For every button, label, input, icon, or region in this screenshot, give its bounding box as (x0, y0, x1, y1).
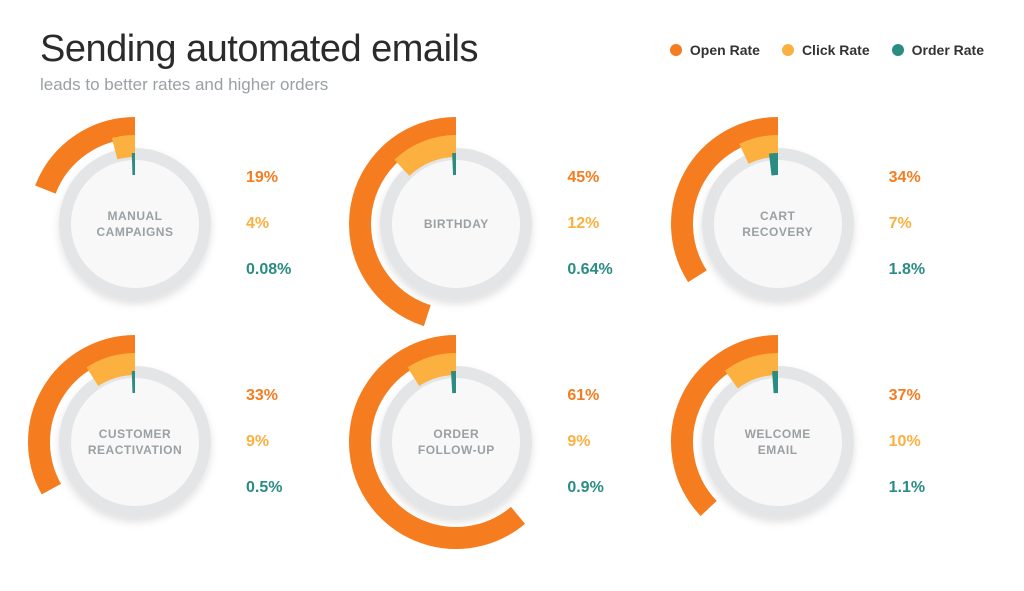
legend-label-order-rate: Order Rate (912, 42, 984, 58)
stat-list: 45% 12% 0.64% (567, 169, 612, 279)
stat-value: 9% (567, 433, 603, 451)
legend: Open Rate Click Rate Order Rate (670, 42, 984, 58)
legend-swatch-click-rate (782, 44, 794, 56)
dial-label: BIRTHDAY (361, 129, 551, 319)
stat-value: 7% (889, 215, 925, 233)
dial: BIRTHDAY (361, 129, 551, 319)
dial: WELCOME EMAIL (683, 347, 873, 537)
title-block: Sending automated emails leads to better… (40, 28, 478, 95)
chart-grid: MANUAL CAMPAIGNS 19% 4% 0.08% BIRTHDAY 45% 12%… (40, 129, 984, 537)
legend-swatch-order-rate (892, 44, 904, 56)
dial-label: MANUAL CAMPAIGNS (40, 129, 230, 319)
chart-panel: WELCOME EMAIL 37% 10% 1.1% (683, 347, 984, 537)
page-subtitle: leads to better rates and higher orders (40, 75, 478, 95)
stat-list: 19% 4% 0.08% (246, 169, 291, 279)
dial-label: ORDER FOLLOW-UP (361, 347, 551, 537)
dial-label: CUSTOMER REACTIVATION (40, 347, 230, 537)
page-title: Sending automated emails (40, 28, 478, 71)
stat-value: 1.8% (889, 261, 925, 279)
stat-value: 34% (889, 169, 925, 187)
stat-value: 12% (567, 215, 612, 233)
stat-value: 45% (567, 169, 612, 187)
stat-value: 0.64% (567, 261, 612, 279)
stat-list: 33% 9% 0.5% (246, 387, 282, 497)
legend-item-click-rate: Click Rate (782, 42, 870, 58)
infographic-root: Sending automated emails leads to better… (0, 0, 1024, 591)
stat-value: 19% (246, 169, 291, 187)
stat-value: 1.1% (889, 479, 925, 497)
stat-list: 61% 9% 0.9% (567, 387, 603, 497)
chart-panel: ORDER FOLLOW-UP 61% 9% 0.9% (361, 347, 662, 537)
header: Sending automated emails leads to better… (40, 28, 984, 95)
legend-label-click-rate: Click Rate (802, 42, 870, 58)
chart-panel: CUSTOMER REACTIVATION 33% 9% 0.5% (40, 347, 341, 537)
stat-value: 10% (889, 433, 925, 451)
stat-value: 0.5% (246, 479, 282, 497)
chart-panel: BIRTHDAY 45% 12% 0.64% (361, 129, 662, 319)
legend-swatch-open-rate (670, 44, 682, 56)
stat-list: 37% 10% 1.1% (889, 387, 925, 497)
stat-value: 9% (246, 433, 282, 451)
dial: MANUAL CAMPAIGNS (40, 129, 230, 319)
dial: ORDER FOLLOW-UP (361, 347, 551, 537)
stat-value: 0.08% (246, 261, 291, 279)
dial: CUSTOMER REACTIVATION (40, 347, 230, 537)
dial-label: WELCOME EMAIL (683, 347, 873, 537)
stat-value: 37% (889, 387, 925, 405)
legend-label-open-rate: Open Rate (690, 42, 760, 58)
dial-label: CART RECOVERY (683, 129, 873, 319)
dial: CART RECOVERY (683, 129, 873, 319)
legend-item-order-rate: Order Rate (892, 42, 984, 58)
stat-list: 34% 7% 1.8% (889, 169, 925, 279)
chart-panel: MANUAL CAMPAIGNS 19% 4% 0.08% (40, 129, 341, 319)
chart-panel: CART RECOVERY 34% 7% 1.8% (683, 129, 984, 319)
stat-value: 0.9% (567, 479, 603, 497)
stat-value: 33% (246, 387, 282, 405)
legend-item-open-rate: Open Rate (670, 42, 760, 58)
stat-value: 4% (246, 215, 291, 233)
stat-value: 61% (567, 387, 603, 405)
